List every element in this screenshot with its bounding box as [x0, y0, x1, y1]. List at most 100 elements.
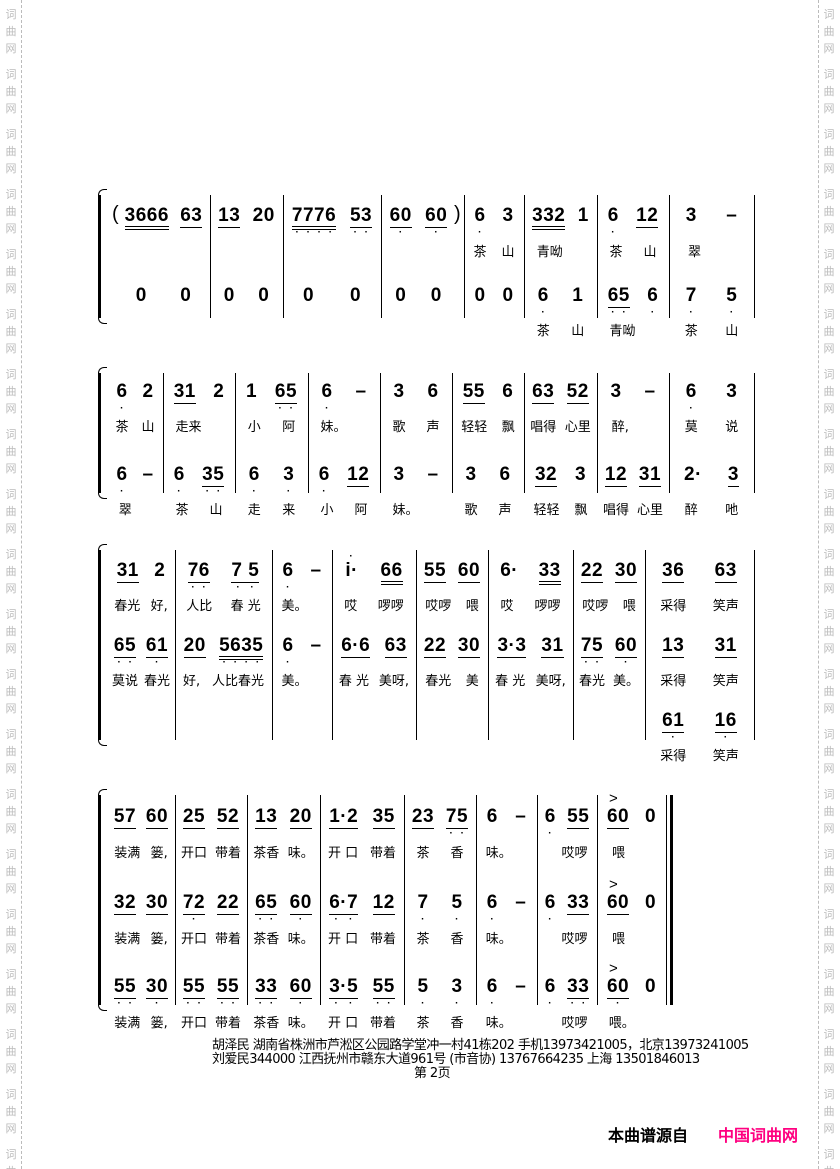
note-group: 6·7 · · [329, 892, 359, 925]
note-digits: – [310, 635, 322, 656]
bar-line [476, 795, 477, 1005]
bar-line [175, 795, 176, 1005]
note-digits: 3666 [124, 205, 169, 230]
note-digits: 55 [372, 976, 395, 999]
note-group: 0 [303, 285, 314, 307]
watermark-glyph: 网 [5, 522, 17, 535]
measure-notes: 31 2 [107, 560, 175, 583]
measure-notes: 3·5 · · 55 · · [320, 976, 404, 1009]
watermark-glyph: 网 [823, 222, 835, 235]
lyric: 心里 [636, 503, 663, 518]
source-label: 本曲谱源自 [608, 1126, 689, 1145]
note-group: 2 [142, 381, 153, 403]
watermark-glyph: 词 [5, 68, 17, 81]
note-digits: 65 [607, 285, 630, 308]
bar-line [416, 550, 417, 740]
low-octave-dots: · [286, 582, 290, 593]
watermark-glyph: 网 [5, 162, 17, 175]
low-octave-dots: · [611, 227, 616, 238]
note-group: 60 [457, 560, 481, 583]
measure-notes: 55 6 [452, 381, 524, 404]
watermark-glyph: 词 [5, 728, 17, 741]
watermark-glyph: 词 [5, 8, 17, 21]
margin-dashed-line-right [818, 0, 819, 1169]
bar-line [524, 195, 525, 318]
lyric: 青呦 [536, 245, 563, 260]
measure-lyrics: 唱得 心里 [597, 503, 669, 519]
note-group: 0 [645, 892, 656, 914]
watermark-glyph: 网 [823, 642, 835, 655]
low-octave-dots: · · [191, 582, 207, 593]
note-digits: 60 [145, 806, 169, 829]
measure-lyrics: 茶山 [163, 503, 235, 519]
note-digits: 6 [502, 381, 514, 402]
watermark-glyph: 词 [823, 248, 835, 261]
measure-notes: 55 60 [416, 560, 488, 583]
watermark-glyph: 词 [823, 1028, 835, 1041]
measure-lyrics: 喂 [597, 846, 666, 862]
note-group: 61 · [662, 710, 685, 743]
note-group: 0 [431, 285, 442, 307]
note-digits: 65 [274, 381, 298, 404]
lyric: 走来 [175, 420, 202, 435]
measure-notes: 6 · 12 [308, 464, 380, 497]
watermark-glyph: 词 [823, 668, 835, 681]
lyric: 好, [150, 599, 168, 614]
bar-line [597, 795, 598, 1005]
watermark-glyph: 词 [823, 728, 835, 741]
note-digits: 7776 [291, 205, 337, 230]
lyric: 喂。 [608, 1016, 635, 1031]
note-group: 33 · · [567, 976, 590, 1009]
low-octave-dots: · · · · [222, 657, 260, 668]
measure-lyrics: 哎啰 [537, 1016, 597, 1032]
note-digits: 7 5 [231, 560, 260, 583]
note-group: 20 [183, 635, 206, 658]
note-group: 55 · · [216, 976, 240, 1009]
note-group: 32 [113, 892, 137, 915]
footer-contact-line-1: 胡泽民 湖南省株洲市芦淞区公园路学堂冲一村41栋202 手机1397342100… [212, 1038, 749, 1053]
lyric: 春光 [114, 599, 141, 614]
note-group: 1·2 [329, 806, 359, 829]
watermark-glyph: 网 [823, 1002, 835, 1015]
lyric: 茶香 [253, 846, 280, 861]
lyric: 歌 [392, 420, 406, 435]
watermark-glyph: 曲 [823, 1105, 835, 1118]
note-digits: 6 [486, 976, 498, 997]
bar-line [573, 550, 574, 740]
note-digits: – [515, 976, 527, 997]
note-group: 3 [393, 464, 404, 486]
note-group: 3 [393, 381, 404, 403]
low-octave-dots: · [455, 914, 459, 925]
watermark-glyph: 网 [823, 342, 835, 355]
lyric: 开口 [180, 846, 207, 861]
note-group: – [310, 635, 321, 657]
note-digits: – [515, 806, 527, 827]
measure-notes: 3– [597, 381, 669, 403]
note-digits: 6 [318, 464, 330, 485]
note-digits: i· [345, 560, 358, 581]
lyric: 山 [141, 420, 155, 435]
lyric: 说 [725, 420, 739, 435]
note-digits: 60 [614, 635, 638, 658]
low-octave-dots: · [421, 914, 425, 925]
note-group: 55 [567, 806, 590, 829]
source-site-link[interactable]: 中国词曲网 [718, 1126, 799, 1145]
page-number: 第 2页 [414, 1066, 451, 1081]
note-digits: 0 [644, 806, 657, 827]
low-octave-dots: · [155, 657, 159, 668]
watermark-glyph: 网 [5, 762, 17, 775]
watermark-glyph: 网 [823, 282, 835, 295]
measure-lyrics: 装满 篓, [107, 1016, 175, 1032]
lyric: 带着 [370, 1016, 397, 1031]
note-digits: 30 [145, 976, 169, 999]
low-octave-dots: · · · · [295, 227, 333, 238]
measure-lyrics: 喂。 [597, 1016, 666, 1032]
note-group: 0 [224, 285, 235, 307]
note-digits: 60 [606, 892, 630, 915]
low-octave-dots: · · [334, 914, 353, 925]
note-group: 35 · · [202, 464, 225, 497]
note-group: 33 [567, 892, 590, 915]
watermark-glyph: 曲 [823, 985, 835, 998]
bar-line [381, 195, 382, 318]
